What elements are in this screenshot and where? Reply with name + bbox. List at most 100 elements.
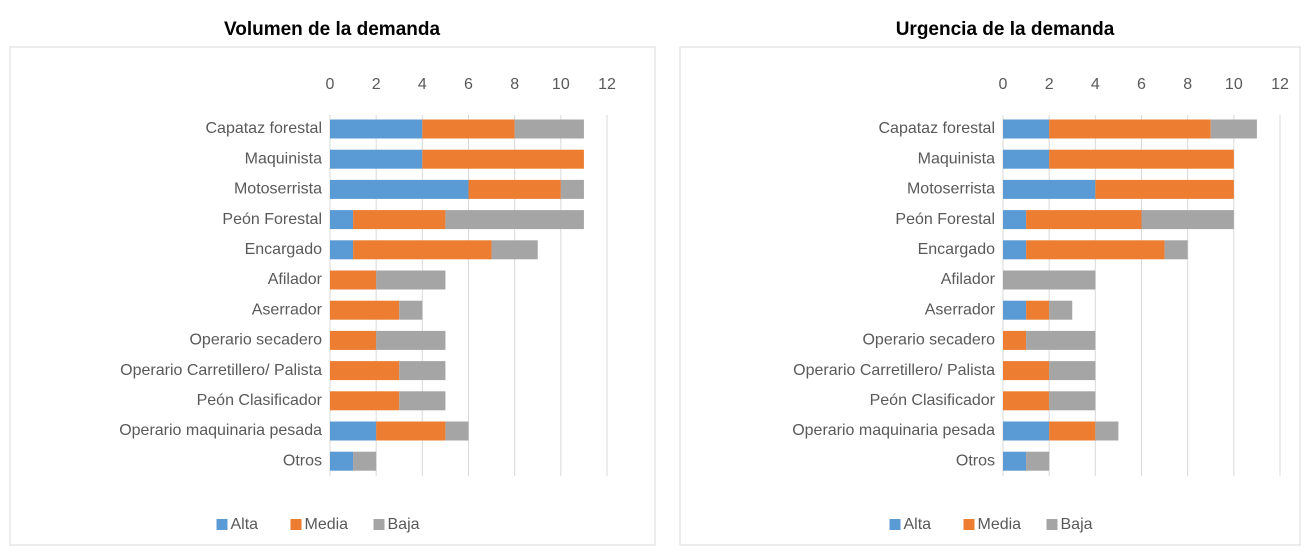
- bar-segment: [1049, 421, 1096, 441]
- bar-segment: [1003, 179, 1096, 199]
- y-tick-label: Operario secadero: [862, 332, 995, 349]
- bar-segment: [353, 210, 446, 230]
- bar-segment: [330, 451, 354, 471]
- y-tick-label: Motoserrista: [907, 181, 995, 198]
- bar-segment: [399, 391, 446, 411]
- bar-segment: [445, 210, 584, 230]
- bar-segment: [1210, 119, 1257, 139]
- bar-segment: [1026, 451, 1050, 471]
- y-tick-label: Operario maquinaria pesada: [792, 422, 995, 439]
- legend-swatch: [216, 519, 228, 530]
- bar-segment: [1003, 270, 1096, 290]
- bar-segment: [330, 270, 377, 290]
- y-tick-label: Maquinista: [918, 150, 995, 167]
- bar-segment: [376, 330, 446, 350]
- bar-segment: [330, 330, 377, 350]
- bar-segment: [1026, 330, 1096, 350]
- chart-frame: [9, 46, 656, 546]
- bar-segment: [445, 421, 469, 441]
- bar-segment: [1095, 179, 1234, 199]
- legend-label: Baja: [388, 516, 420, 533]
- y-tick-label: Peón Forestal: [895, 211, 995, 228]
- bar-segment: [1003, 330, 1027, 350]
- y-tick-label: Maquinista: [245, 150, 322, 167]
- x-tick-label: 10: [1225, 76, 1243, 93]
- y-tick-label: Operario secadero: [189, 332, 322, 349]
- bar-segment: [1003, 119, 1050, 139]
- bar-segment: [468, 179, 561, 199]
- legend-label: Alta: [904, 516, 932, 533]
- bar-segment: [376, 270, 446, 290]
- bar-segment: [1003, 421, 1050, 441]
- bar-segment: [1141, 210, 1234, 230]
- y-tick-label: Motoserrista: [234, 181, 322, 198]
- bar-segment: [1164, 240, 1188, 260]
- y-tick-label: Peón Clasificador: [870, 392, 996, 409]
- y-tick-label: Peón Clasificador: [197, 392, 323, 409]
- x-tick-label: 6: [1137, 76, 1146, 93]
- x-tick-label: 8: [510, 76, 519, 93]
- chart-title: Volumen de la demanda: [224, 19, 441, 40]
- y-tick-label: Operario maquinaria pesada: [119, 422, 322, 439]
- bar-segment: [1095, 421, 1119, 441]
- bar-segment: [1049, 361, 1096, 381]
- bar-segment: [514, 119, 584, 139]
- x-tick-label: 0: [326, 76, 335, 93]
- bar-segment: [353, 240, 492, 260]
- bar-segment: [560, 179, 584, 199]
- bar-segment: [330, 240, 354, 260]
- bar-segment: [1026, 300, 1050, 320]
- bar-segment: [422, 149, 584, 169]
- bar-segment: [1049, 300, 1073, 320]
- y-tick-label: Peón Forestal: [222, 211, 322, 228]
- bar-segment: [1003, 210, 1027, 230]
- x-tick-label: 4: [1091, 76, 1100, 93]
- bar-segment: [1049, 119, 1211, 139]
- chart-title: Urgencia de la demanda: [896, 19, 1115, 40]
- x-tick-label: 2: [1045, 76, 1054, 93]
- y-tick-label: Otros: [283, 452, 322, 469]
- legend-swatch: [373, 519, 385, 530]
- y-tick-label: Capataz forestal: [878, 120, 995, 137]
- y-tick-label: Afilador: [941, 271, 996, 288]
- bar-segment: [376, 421, 446, 441]
- y-tick-label: Afilador: [268, 271, 323, 288]
- y-tick-label: Aserrador: [925, 301, 996, 318]
- bar-segment: [330, 179, 469, 199]
- x-tick-label: 12: [598, 76, 616, 93]
- legend-swatch: [1046, 519, 1058, 530]
- bar-segment: [330, 210, 354, 230]
- bar-segment: [1003, 361, 1050, 381]
- y-tick-label: Encargado: [245, 241, 322, 258]
- bar-segment: [330, 391, 400, 411]
- x-tick-label: 8: [1183, 76, 1192, 93]
- bar-segment: [1003, 300, 1027, 320]
- x-tick-label: 12: [1271, 76, 1289, 93]
- bar-segment: [399, 361, 446, 381]
- bar-segment: [399, 300, 423, 320]
- legend-label: Baja: [1061, 516, 1093, 533]
- legend-swatch: [963, 519, 975, 530]
- y-tick-label: Aserrador: [252, 301, 323, 318]
- x-tick-label: 4: [418, 76, 427, 93]
- bar-segment: [1003, 451, 1027, 471]
- bar-segment: [1049, 391, 1096, 411]
- bar-segment: [330, 119, 423, 139]
- legend-label: Media: [305, 516, 349, 533]
- legend-swatch: [889, 519, 901, 530]
- bar-segment: [491, 240, 538, 260]
- y-tick-label: Otros: [956, 452, 995, 469]
- bar-segment: [1003, 240, 1027, 260]
- y-tick-label: Operario Carretillero/ Palista: [120, 362, 322, 379]
- bar-segment: [1026, 240, 1165, 260]
- bar-segment: [422, 119, 515, 139]
- y-tick-label: Capataz forestal: [205, 120, 322, 137]
- chart-frame: [679, 46, 1301, 546]
- bar-segment: [1003, 149, 1050, 169]
- y-tick-label: Encargado: [918, 241, 995, 258]
- bar-segment: [330, 300, 400, 320]
- bar-segment: [353, 451, 377, 471]
- x-tick-label: 10: [552, 76, 570, 93]
